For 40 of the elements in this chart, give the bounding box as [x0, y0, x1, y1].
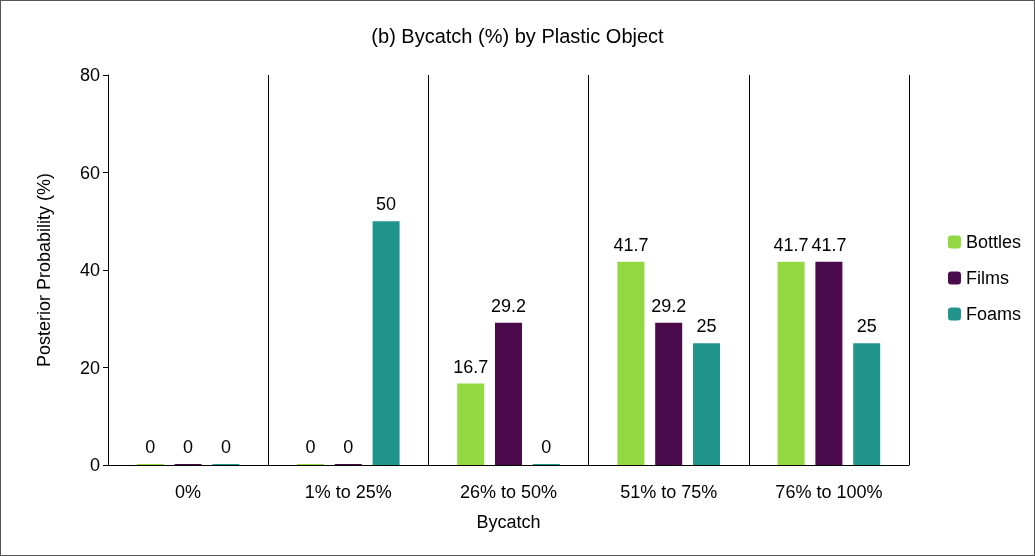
- x-tick-label: 26% to 50%: [459, 482, 558, 502]
- data-label: 41.7: [811, 234, 847, 255]
- y-tick-label: 60: [79, 162, 100, 183]
- bar: [617, 261, 645, 465]
- data-label: 0: [541, 437, 552, 457]
- x-axis-title: Bycatch: [476, 512, 541, 532]
- bar: [853, 343, 881, 465]
- y-tick-label: 20: [79, 357, 100, 378]
- x-tick-label: 1% to 25%: [304, 482, 392, 502]
- y-axis-title: Posterior Probability (%): [34, 172, 54, 368]
- data-label: 25: [696, 316, 717, 337]
- data-label: 0: [183, 437, 194, 457]
- x-tick-label: 76% to 100%: [775, 482, 883, 502]
- y-tick-label: 0: [89, 455, 100, 475]
- legend-label: Films: [965, 268, 1009, 288]
- data-label: 0: [305, 437, 316, 457]
- data-label: 50: [376, 194, 397, 215]
- y-tick-label: 40: [79, 260, 100, 280]
- data-label: 29.2: [490, 295, 527, 316]
- x-tick-label: 51% to 75%: [620, 482, 718, 502]
- data-label: 29.2: [651, 295, 687, 316]
- x-tick-label: 0%: [175, 482, 202, 502]
- bar: [655, 322, 683, 465]
- legend-label: Foams: [965, 304, 1021, 324]
- bar: [495, 322, 522, 465]
- bar: [777, 261, 805, 465]
- data-label: 25: [856, 316, 877, 337]
- data-label: 0: [220, 437, 231, 457]
- legend-label: Bottles: [965, 232, 1021, 252]
- bar: [457, 383, 485, 465]
- chart-title: (b) Bycatch (%) by Plastic Object: [371, 25, 665, 47]
- data-label: 41.7: [773, 234, 809, 255]
- y-tick-label: 80: [79, 65, 100, 85]
- bar: [693, 343, 720, 465]
- data-label: 41.7: [613, 234, 649, 255]
- bar: [815, 261, 843, 465]
- data-label: 16.7: [453, 356, 489, 377]
- data-label: 0: [343, 437, 354, 457]
- data-label: 0: [145, 437, 156, 457]
- bar: [372, 221, 400, 465]
